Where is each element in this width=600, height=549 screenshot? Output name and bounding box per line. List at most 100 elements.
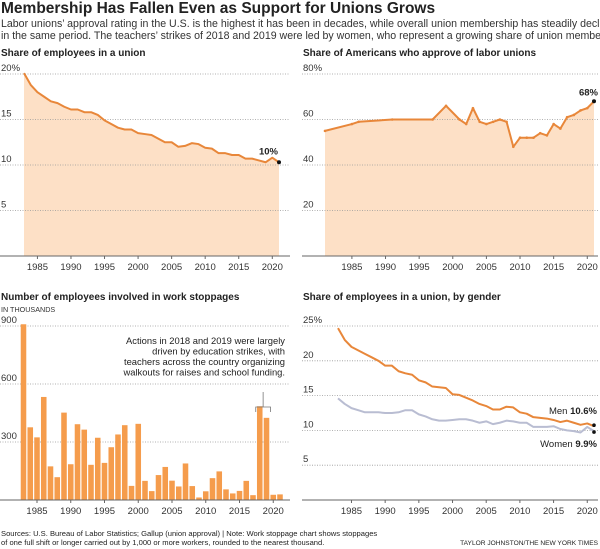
bar-1996 — [108, 447, 115, 500]
bar-1992 — [81, 429, 88, 500]
bar-2011 — [209, 478, 216, 500]
x-tick-label: 2015 — [543, 506, 564, 517]
chart-title: Number of employees involved in work sto… — [1, 292, 240, 303]
bar-2009 — [196, 497, 202, 500]
x-tick-label: 2005 — [476, 262, 497, 273]
bar-1990 — [67, 464, 74, 500]
y-tick-label: 300 — [1, 431, 17, 442]
x-tick-label: 1985 — [26, 506, 47, 517]
headline: Membership Has Fallen Even as Support fo… — [1, 0, 435, 17]
point-2014 — [545, 134, 549, 137]
bar-2002 — [148, 491, 155, 500]
x-tick-label: 1985 — [341, 262, 362, 273]
bar-2018 — [256, 406, 263, 500]
bar-2003 — [155, 475, 162, 500]
point-2010 — [518, 136, 522, 139]
bar-2014 — [229, 493, 236, 500]
y-tick-label: 15 — [303, 385, 314, 396]
bar-2010 — [202, 491, 209, 500]
x-tick-label: 1990 — [375, 262, 396, 273]
area-fill — [325, 101, 594, 256]
end-label: 10% — [259, 146, 279, 157]
x-tick-label: 2015 — [543, 262, 564, 273]
x-tick-label: 2020 — [577, 262, 598, 273]
annotation-line: teachers across the country organizing — [124, 356, 285, 367]
point-2009 — [512, 145, 515, 149]
bar-1997 — [115, 434, 121, 500]
end-point — [277, 160, 281, 165]
x-tick-label: 2015 — [228, 262, 249, 273]
bar-1987 — [47, 466, 54, 500]
chart-title: Share of employees in a union, by gender — [303, 292, 501, 303]
bar-1988 — [54, 477, 61, 500]
bar-1985 — [34, 437, 40, 500]
y-tick-label: 40 — [303, 154, 314, 165]
x-tick-label: 1995 — [94, 506, 115, 517]
chart-title: Share of employees in a union — [1, 48, 145, 59]
point-2004 — [478, 120, 481, 124]
point-2007 — [498, 118, 502, 121]
point-2019 — [579, 109, 582, 112]
x-tick-label: 2000 — [128, 506, 149, 517]
bar-2020 — [270, 494, 277, 500]
point-2017 — [565, 115, 569, 119]
x-tick-label: 2020 — [263, 506, 284, 517]
series-end-value: 10.6% — [570, 406, 597, 417]
bar-1986 — [40, 396, 47, 500]
x-tick-label: 2010 — [195, 506, 216, 517]
bar-1989 — [61, 412, 67, 500]
bar-1993 — [88, 464, 94, 500]
y-tick-label: 5 — [1, 200, 6, 211]
y-axis-label: IN THOUSANDS — [1, 305, 55, 314]
y-tick-label: 25% — [303, 315, 323, 326]
point-1997 — [431, 118, 434, 121]
bar-2005 — [169, 480, 175, 500]
legend-label-women: Women 9.9% — [540, 439, 597, 450]
series-end-value: 9.9% — [575, 439, 597, 450]
point-2016 — [559, 127, 562, 130]
y-tick-label: 20% — [1, 63, 21, 74]
point-1991 — [390, 118, 394, 121]
x-tick-label: 2010 — [195, 262, 216, 273]
point-2003 — [471, 106, 475, 110]
y-tick-label: 80% — [303, 63, 323, 74]
x-tick-label: 2000 — [128, 262, 149, 273]
subtitle-line-2: in the same period. The teachers’ strike… — [1, 30, 600, 42]
y-tick-label: 900 — [1, 315, 17, 326]
x-tick-label: 2020 — [577, 506, 598, 517]
credit: TAYLOR JOHNSTON/THE NEW YORK TIMES — [460, 540, 598, 547]
point-2005 — [485, 122, 488, 126]
bar-1994 — [94, 437, 101, 500]
bar-1984 — [27, 427, 34, 500]
bar-2008 — [189, 486, 196, 500]
chart-3: Number of employees involved in work sto… — [0, 292, 290, 517]
x-tick-label: 1995 — [408, 506, 429, 517]
bar-2021 — [277, 494, 283, 500]
bar-2015 — [236, 490, 243, 500]
x-tick-label: 2005 — [161, 506, 182, 517]
x-tick-label: 2005 — [161, 262, 182, 273]
point-1981 — [323, 129, 327, 133]
point-2013 — [538, 131, 542, 135]
x-tick-label: 2015 — [229, 506, 250, 517]
x-tick-label: 2010 — [509, 262, 530, 273]
x-tick-label: 2000 — [442, 506, 463, 517]
area-fill — [24, 73, 279, 256]
bar-2019 — [263, 417, 270, 500]
end-point — [592, 99, 596, 104]
end-label: 68% — [579, 87, 599, 98]
source-line-1: Sources: U.S. Bureau of Labor Statistics… — [1, 529, 377, 538]
y-tick-label: 20 — [303, 350, 314, 361]
bar-2013 — [223, 489, 229, 500]
point-2018 — [572, 113, 576, 117]
annotation-line: Actions in 2018 and 2019 were largely — [126, 335, 285, 346]
x-tick-label: 2020 — [262, 262, 283, 273]
bar-2012 — [216, 471, 223, 500]
y-tick-label: 10 — [303, 419, 314, 430]
point-2020 — [585, 106, 589, 110]
x-tick-label: 1990 — [60, 506, 81, 517]
x-tick-label: 1990 — [375, 506, 396, 517]
point-1999 — [444, 104, 448, 108]
chart-1: Share of employees in a union 20% 15 10 5 198… — [0, 48, 290, 273]
